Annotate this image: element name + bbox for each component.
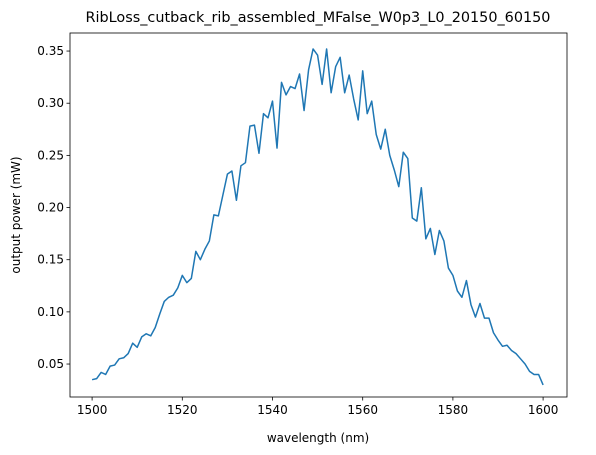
chart-title: RibLoss_cutback_rib_assembled_MFalse_W0p… [86, 10, 551, 26]
x-tick-label: 1540 [257, 403, 288, 417]
y-tick-label: 0.25 [37, 148, 64, 162]
x-tick-label: 1520 [167, 403, 198, 417]
y-tick-label: 0.05 [37, 357, 64, 371]
data-line [91, 48, 544, 386]
x-tick-label: 1500 [77, 403, 108, 417]
x-tick-label: 1580 [438, 403, 469, 417]
y-tick-label: 0.30 [37, 96, 64, 110]
y-tick-label: 0.35 [37, 44, 64, 58]
y-tick-label: 0.15 [37, 253, 64, 267]
y-tick-label: 0.20 [37, 201, 64, 215]
x-tick-label: 1560 [347, 403, 378, 417]
y-axis-label: output power (mW) [9, 156, 23, 273]
y-tick-label: 0.10 [37, 305, 64, 319]
x-tick-label: 1600 [528, 403, 559, 417]
x-axis-label: wavelength (nm) [267, 431, 369, 445]
plot-frame [69, 32, 568, 398]
